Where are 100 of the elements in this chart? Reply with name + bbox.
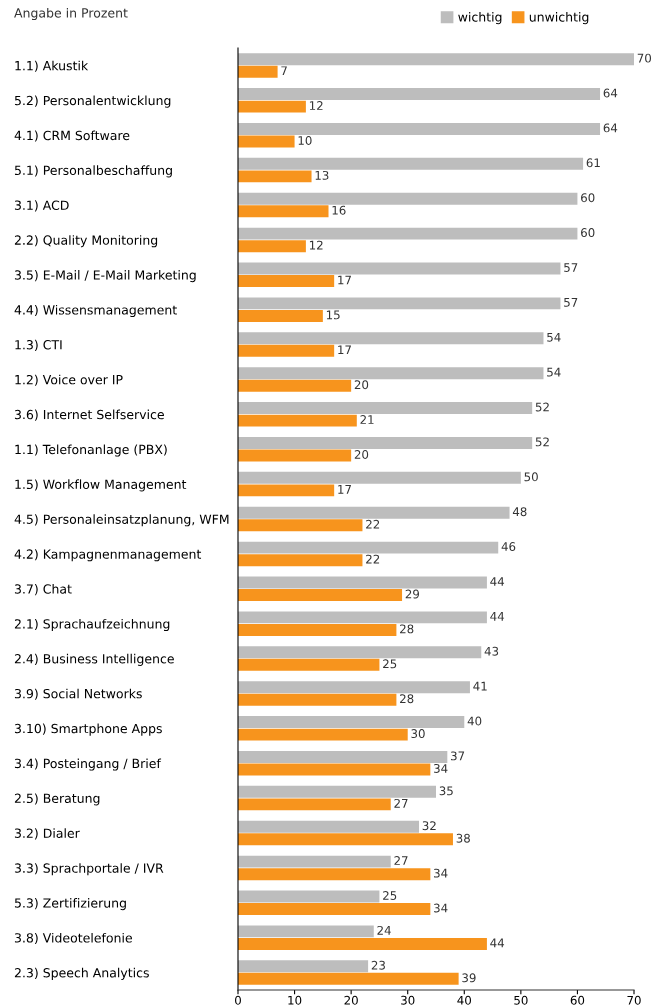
bar	[238, 763, 431, 776]
data-label: 29	[405, 589, 420, 599]
bar	[238, 728, 408, 741]
text: Angabe in Prozent	[14, 7, 128, 21]
data-label: 38	[456, 833, 470, 843]
data-label: 39	[462, 973, 476, 983]
y-tick-label: 3.2) Dialer	[14, 828, 80, 840]
bar	[238, 589, 403, 602]
y-tick-label: 4.2) Kampagnenmanagement	[14, 549, 202, 562]
data-label: 20	[354, 450, 369, 459]
data-label: 28	[400, 694, 414, 704]
y-tick-label: 3.5) E-Mail / E-Mail Marketing	[14, 270, 196, 283]
data-label: 44	[490, 612, 505, 621]
bar	[238, 576, 487, 589]
data-label: 27	[394, 798, 408, 808]
bar	[238, 658, 380, 671]
bar	[238, 471, 521, 484]
y-tick-label: 1.1) Akustik	[15, 60, 89, 72]
bar	[238, 367, 544, 380]
x-tick-label: 60	[570, 995, 585, 1005]
y-tick-label: 2.3) Speech Analytics	[14, 967, 149, 980]
data-label: 22	[366, 554, 380, 564]
bar	[238, 890, 380, 903]
data-label: 40	[467, 716, 482, 726]
data-label: 37	[450, 751, 465, 761]
bar	[238, 135, 295, 148]
bar	[238, 297, 561, 310]
bar	[238, 925, 374, 938]
bar	[238, 205, 329, 218]
data-label: 21	[360, 415, 374, 424]
y-tick-label: 3.1) ACD	[14, 200, 69, 212]
bar	[238, 693, 397, 706]
bar	[238, 240, 306, 253]
legend-label: unwichtig	[529, 12, 589, 25]
data-label: 17	[338, 345, 351, 355]
bar	[238, 122, 601, 135]
data-label: 15	[326, 310, 340, 320]
data-label: 25	[383, 890, 397, 900]
x-tick-label: 0	[235, 995, 241, 1005]
data-label: 61	[586, 158, 600, 168]
bar	[238, 937, 487, 950]
y-tick-label: 5.3) Zertifizierung	[14, 898, 126, 911]
bar	[238, 436, 533, 449]
data-label: 54	[547, 332, 561, 342]
bar	[238, 192, 578, 205]
bar	[238, 646, 482, 659]
bar	[238, 506, 510, 519]
y-tick-label: 5.2) Personalentwicklung	[14, 95, 171, 108]
data-label: 57	[564, 263, 578, 272]
bar	[238, 855, 391, 868]
data-label: 43	[484, 646, 499, 656]
bar	[238, 519, 363, 532]
data-label: 28	[400, 624, 414, 634]
bar	[238, 903, 431, 916]
data-label: 60	[581, 228, 595, 238]
bar	[238, 798, 391, 811]
x-tick-label: 10	[288, 995, 302, 1005]
bar	[238, 344, 335, 357]
data-label: 60	[581, 193, 595, 203]
data-label: 46	[501, 542, 516, 552]
data-label: 25	[383, 659, 397, 669]
data-label: 22	[366, 519, 380, 529]
bar	[238, 65, 278, 78]
bar	[238, 750, 448, 763]
y-tick-label: 1.2) Voice over IP	[15, 374, 123, 386]
bar	[238, 414, 357, 427]
data-label: 48	[512, 507, 527, 517]
bar	[238, 833, 453, 846]
bar	[238, 449, 352, 462]
bar	[238, 402, 533, 415]
x-tick-label: 40	[457, 995, 472, 1005]
bar	[238, 484, 335, 497]
data-label: 27	[394, 856, 408, 865]
bar	[238, 972, 459, 985]
y-tick-label: 3.6) Internet Selfservice	[14, 409, 164, 421]
bar	[238, 262, 561, 275]
y-tick-label: 5.1) Personalbeschaffung	[14, 165, 172, 178]
data-label: 12	[309, 240, 323, 250]
y-tick-label: 3.7) Chat	[14, 584, 72, 596]
x-tick-label: 20	[344, 995, 358, 1005]
bar	[238, 170, 312, 183]
x-tick-label: 30	[401, 995, 415, 1005]
y-tick-label: 2.5) Beratung	[14, 793, 100, 806]
data-label: 24	[377, 925, 391, 935]
bar	[238, 681, 470, 694]
y-tick-label: 1.3) CTI	[15, 339, 62, 351]
bar	[238, 868, 431, 881]
data-label: 30	[411, 729, 425, 739]
bar	[238, 100, 306, 113]
data-label: 7	[281, 66, 287, 75]
bar	[238, 227, 578, 240]
data-label: 17	[338, 275, 351, 285]
data-label: 64	[603, 88, 618, 98]
bar	[238, 309, 323, 322]
y-tick-label: 1.1) Telefonanlage (PBX)	[15, 444, 167, 457]
y-tick-label: 3.4) Posteingang / Brief	[14, 758, 162, 771]
data-label: 52	[535, 437, 549, 447]
y-tick-label: 2.1) Sprachaufzeichnung	[14, 618, 170, 632]
data-label: 54	[547, 367, 561, 377]
data-label: 23	[371, 960, 385, 970]
